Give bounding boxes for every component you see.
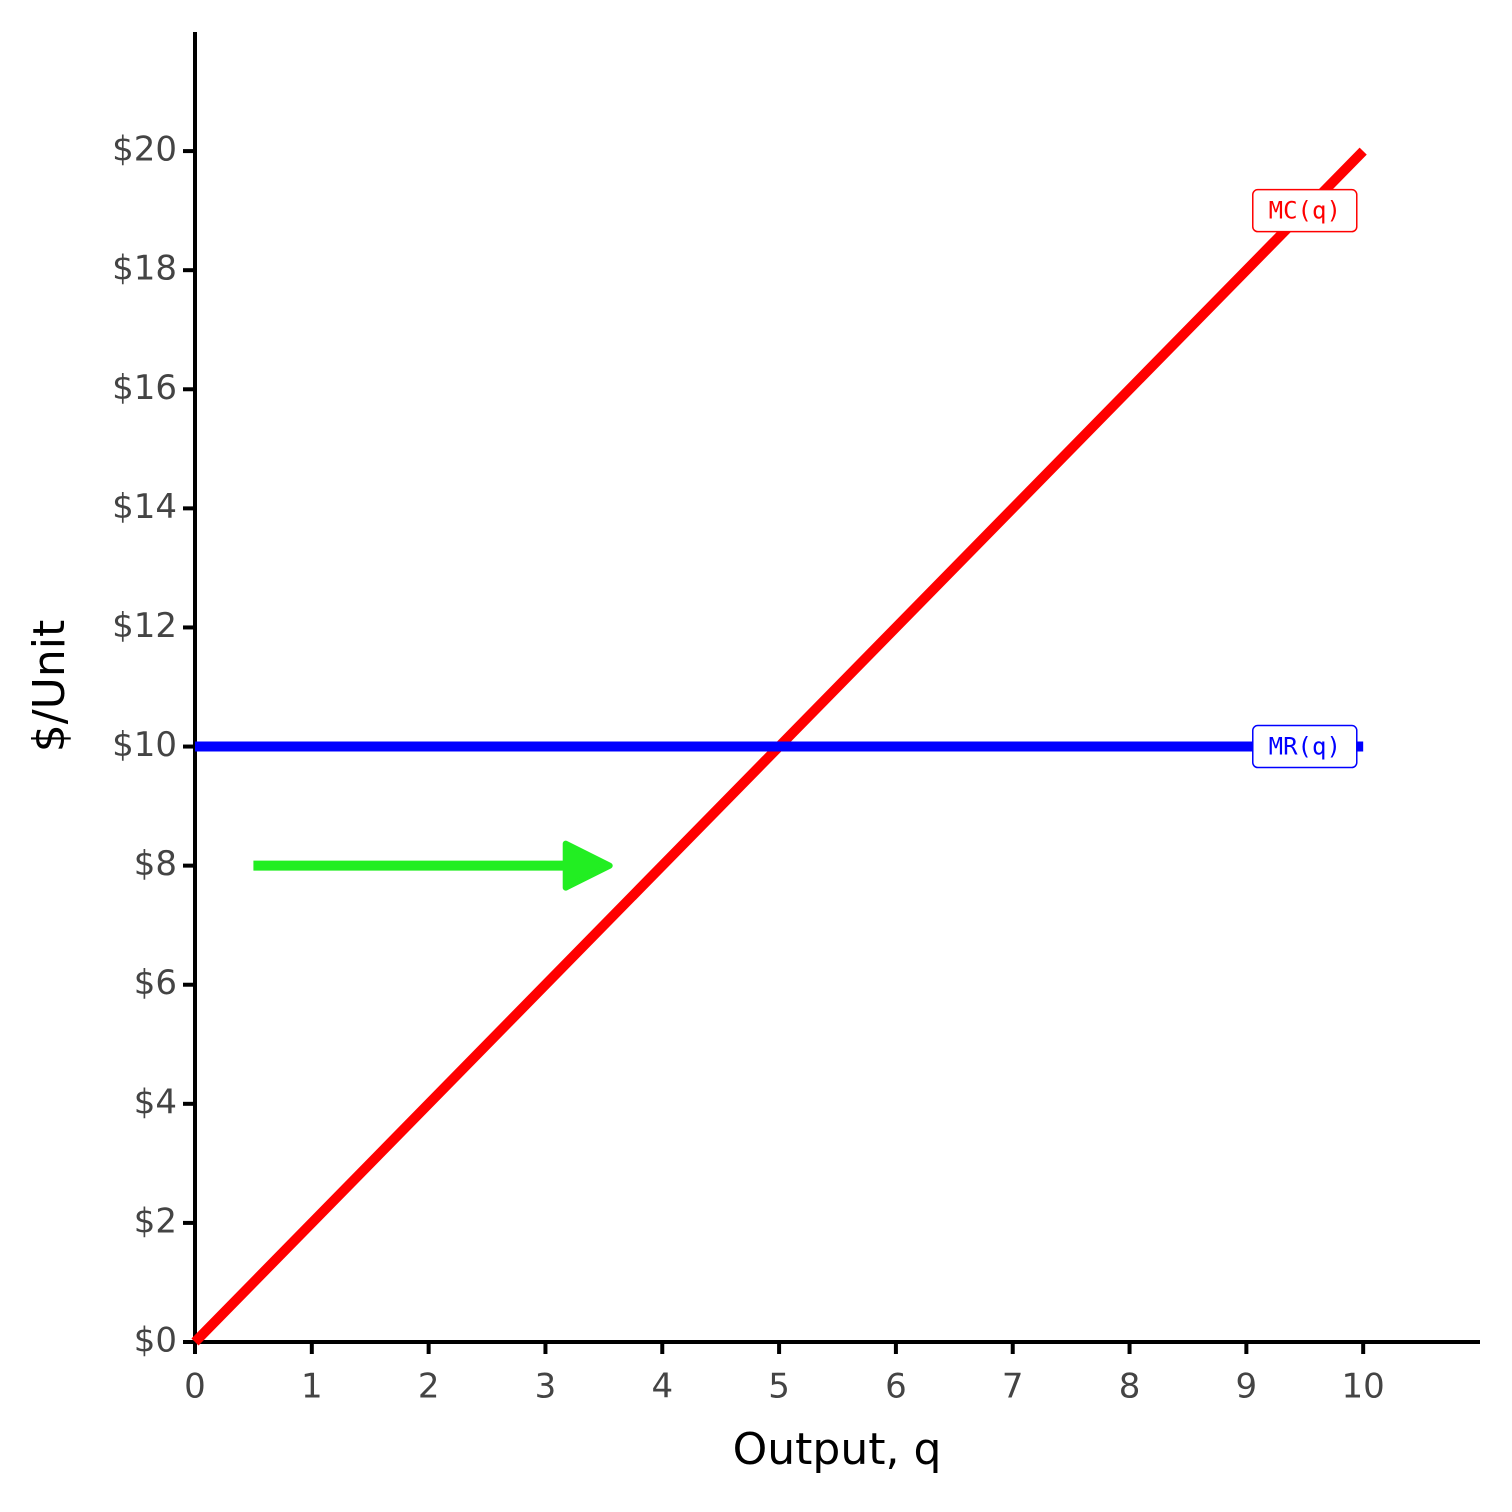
x-tick-label: 1 xyxy=(301,1367,323,1407)
x-tick-label: 0 xyxy=(184,1367,206,1407)
series-label-box xyxy=(1252,188,1358,233)
y-tick-label: $12 xyxy=(112,606,177,646)
x-tick-label: 4 xyxy=(651,1367,673,1407)
x-tick-label: 7 xyxy=(1002,1367,1024,1407)
series-label-group: MR(q) xyxy=(1252,724,1358,769)
y-tick-label: $16 xyxy=(112,368,177,408)
x-tick-label: 2 xyxy=(418,1367,440,1407)
x-tick-label: 9 xyxy=(1236,1367,1258,1407)
y-axis-title: $/Unit xyxy=(24,620,75,752)
series-label: MR(q) xyxy=(1269,733,1341,761)
x-tick-label: 10 xyxy=(1342,1367,1385,1407)
y-tick-label: $10 xyxy=(112,725,177,765)
y-tick-label: $20 xyxy=(112,130,177,170)
y-tick-label: $0 xyxy=(134,1321,177,1361)
y-tick-label: $2 xyxy=(134,1201,177,1241)
y-tick-label: $6 xyxy=(134,963,177,1003)
series-label-box xyxy=(1252,724,1358,769)
x-tick-label: 3 xyxy=(535,1367,557,1407)
x-tick-label: 6 xyxy=(885,1367,907,1407)
y-tick-label: $14 xyxy=(112,487,177,527)
y-tick-label: $4 xyxy=(134,1082,177,1122)
x-tick-label: 5 xyxy=(768,1367,790,1407)
series-label-group: MC(q) xyxy=(1252,188,1358,233)
x-axis-title: Output, q xyxy=(733,1424,942,1475)
y-tick-label: $8 xyxy=(134,844,177,884)
y-tick-label: $18 xyxy=(112,249,177,289)
series-label: MC(q) xyxy=(1269,197,1341,225)
arrow-head xyxy=(562,840,613,891)
x-tick-label: 8 xyxy=(1119,1367,1141,1407)
